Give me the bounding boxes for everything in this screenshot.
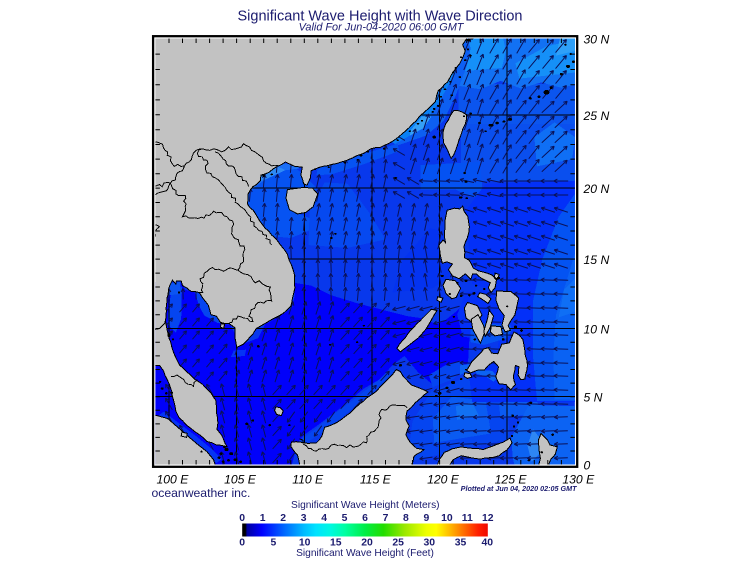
svg-text:Plotted at Jun 04, 2020 02:05: Plotted at Jun 04, 2020 02:05 GMT (461, 484, 577, 493)
svg-text:0: 0 (239, 513, 245, 524)
svg-text:100 E: 100 E (156, 473, 189, 487)
svg-text:7: 7 (383, 513, 389, 524)
svg-text:10: 10 (441, 513, 453, 524)
svg-text:115 E: 115 E (360, 473, 392, 487)
svg-text:35: 35 (455, 538, 467, 549)
svg-text:120 E: 120 E (427, 473, 460, 487)
svg-text:110 E: 110 E (292, 473, 324, 487)
svg-text:30: 30 (424, 538, 436, 549)
svg-text:125 E: 125 E (495, 473, 528, 487)
svg-text:130 E: 130 E (562, 473, 595, 487)
svg-text:3: 3 (301, 513, 307, 524)
svg-text:5: 5 (271, 538, 277, 549)
svg-text:20 N: 20 N (583, 182, 610, 196)
svg-text:8: 8 (403, 513, 409, 524)
svg-text:5: 5 (342, 513, 348, 524)
svg-text:15: 15 (330, 538, 342, 549)
svg-text:1: 1 (260, 513, 266, 524)
svg-text:Significant Wave Height (Feet): Significant Wave Height (Feet) (296, 548, 434, 559)
svg-text:Valid For Jun-04-2020 06:00 GM: Valid For Jun-04-2020 06:00 GMT (299, 22, 465, 34)
svg-text:11: 11 (462, 513, 473, 524)
svg-text:9: 9 (424, 513, 430, 524)
svg-text:12: 12 (482, 513, 494, 524)
svg-text:0: 0 (239, 538, 245, 549)
svg-text:0: 0 (584, 459, 591, 473)
svg-text:Significant Wave Height (Meter: Significant Wave Height (Meters) (291, 500, 440, 511)
svg-text:25 N: 25 N (583, 109, 610, 123)
svg-text:2: 2 (280, 513, 286, 524)
svg-text:6: 6 (362, 513, 368, 524)
svg-text:40: 40 (482, 538, 494, 549)
svg-text:15 N: 15 N (584, 253, 610, 267)
svg-text:4: 4 (321, 513, 327, 524)
svg-text:5 N: 5 N (584, 391, 603, 405)
svg-text:30 N: 30 N (584, 33, 610, 47)
svg-text:105 E: 105 E (224, 473, 257, 487)
svg-text:10 N: 10 N (584, 323, 610, 337)
svg-text:25: 25 (392, 538, 404, 549)
svg-text:oceanweather inc.: oceanweather inc. (152, 486, 251, 500)
svg-text:Significant Wave Height with W: Significant Wave Height with Wave Direct… (237, 9, 522, 25)
svg-text:10: 10 (299, 538, 311, 549)
svg-text:20: 20 (361, 538, 373, 549)
